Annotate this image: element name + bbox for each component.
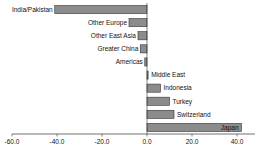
chart: India/Pakistan Other Europe Other East Asi… — [0, 0, 260, 146]
tick — [237, 134, 238, 137]
bar — [147, 84, 161, 92]
tick-label: 20.0 — [186, 138, 199, 145]
bar — [55, 5, 147, 13]
category-label: Japan — [221, 124, 239, 132]
bar — [147, 110, 174, 118]
category-label: Americas — [116, 58, 144, 65]
bar — [147, 123, 242, 131]
bar — [145, 58, 147, 66]
tick — [192, 134, 193, 137]
bar — [138, 32, 147, 40]
tick — [147, 134, 148, 137]
tick-label: 40.0 — [231, 138, 244, 145]
labels: India/Pakistan Other Europe Other East Asi… — [12, 6, 239, 132]
category-label: Other East Asia — [91, 32, 137, 39]
tick — [12, 134, 13, 137]
zero-line — [147, 3, 148, 134]
tick-label: 0.0 — [142, 138, 151, 145]
tick-label: -20.0 — [95, 138, 110, 145]
tick — [102, 134, 103, 137]
category-label: Switzerland — [177, 111, 211, 118]
tick-label: -40.0 — [50, 138, 65, 145]
category-label: India/Pakistan — [12, 6, 53, 13]
category-label: Indonesia — [164, 84, 193, 91]
bar — [147, 97, 170, 105]
category-label: Turkey — [173, 98, 193, 106]
category-label: Greater China — [97, 45, 138, 52]
bar — [129, 19, 147, 27]
category-label: Middle East — [151, 71, 185, 78]
x-axis — [12, 134, 255, 135]
category-label: Other Europe — [88, 19, 127, 27]
bar — [140, 45, 147, 53]
tick-label: -60.0 — [5, 138, 20, 145]
bars — [55, 5, 242, 131]
tick — [57, 134, 58, 137]
